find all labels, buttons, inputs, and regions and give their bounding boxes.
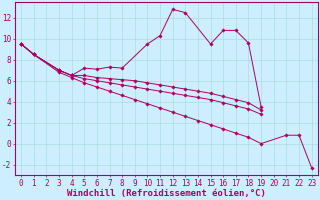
X-axis label: Windchill (Refroidissement éolien,°C): Windchill (Refroidissement éolien,°C) <box>67 189 266 198</box>
